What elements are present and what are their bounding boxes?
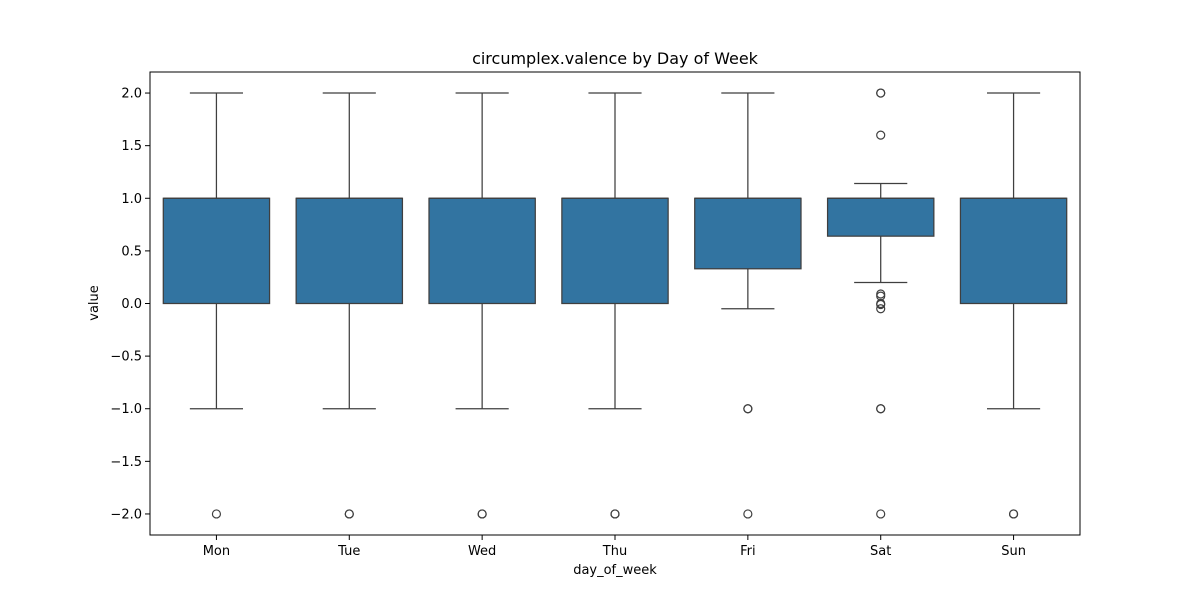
outlier-point	[477, 509, 487, 519]
box-sat	[826, 197, 935, 237]
outlier-point	[876, 130, 886, 140]
box-fri	[694, 197, 802, 270]
y-tick-label: −1.5	[110, 455, 142, 470]
x-tick-label: Mon	[203, 544, 230, 559]
y-tick-label: 1.0	[121, 192, 142, 207]
x-axis-label: day_of_week	[573, 563, 657, 578]
box-mon	[162, 197, 271, 305]
outlier-point	[610, 509, 620, 519]
y-tick-label: −0.5	[110, 350, 142, 365]
y-tick-label: −1.0	[110, 402, 142, 417]
outlier-point	[743, 404, 753, 414]
x-tick-label: Sun	[1001, 544, 1026, 559]
y-tick-label: 0.0	[121, 297, 142, 312]
x-tick-label: Thu	[602, 544, 627, 559]
outlier-point	[211, 509, 222, 519]
outlier-point	[876, 88, 886, 98]
y-tick-label: 0.5	[121, 244, 142, 259]
box-tue	[295, 197, 404, 305]
x-tick-label: Fri	[740, 544, 756, 559]
box-wed	[428, 197, 536, 305]
plot-area: 2.0 1.5 1.0 0.5 0.0 −0.5 −1.0 −1.5 −2.0 Mon Tue Wed…	[110, 71, 1081, 559]
outlier-point	[743, 509, 753, 519]
axes-frame	[149, 71, 1081, 536]
outlier-point	[876, 509, 886, 519]
outlier-point	[876, 304, 886, 314]
box-thu	[561, 197, 669, 305]
outlier-point	[876, 404, 886, 414]
outlier-point	[344, 509, 354, 519]
outlier-point	[876, 299, 886, 310]
y-tick-label: 1.5	[121, 139, 142, 154]
y-tick-label: −2.0	[110, 507, 142, 522]
x-tick-label: Tue	[337, 544, 360, 559]
box-sun	[959, 197, 1068, 305]
outlier-point	[1008, 509, 1019, 519]
chart-title: circumplex.valence by Day of Week	[472, 49, 759, 68]
x-tick-label: Sat	[870, 544, 891, 559]
x-tick-label: Wed	[468, 544, 496, 559]
y-axis-label: value	[87, 285, 102, 321]
y-tick-label: 2.0	[121, 87, 142, 102]
